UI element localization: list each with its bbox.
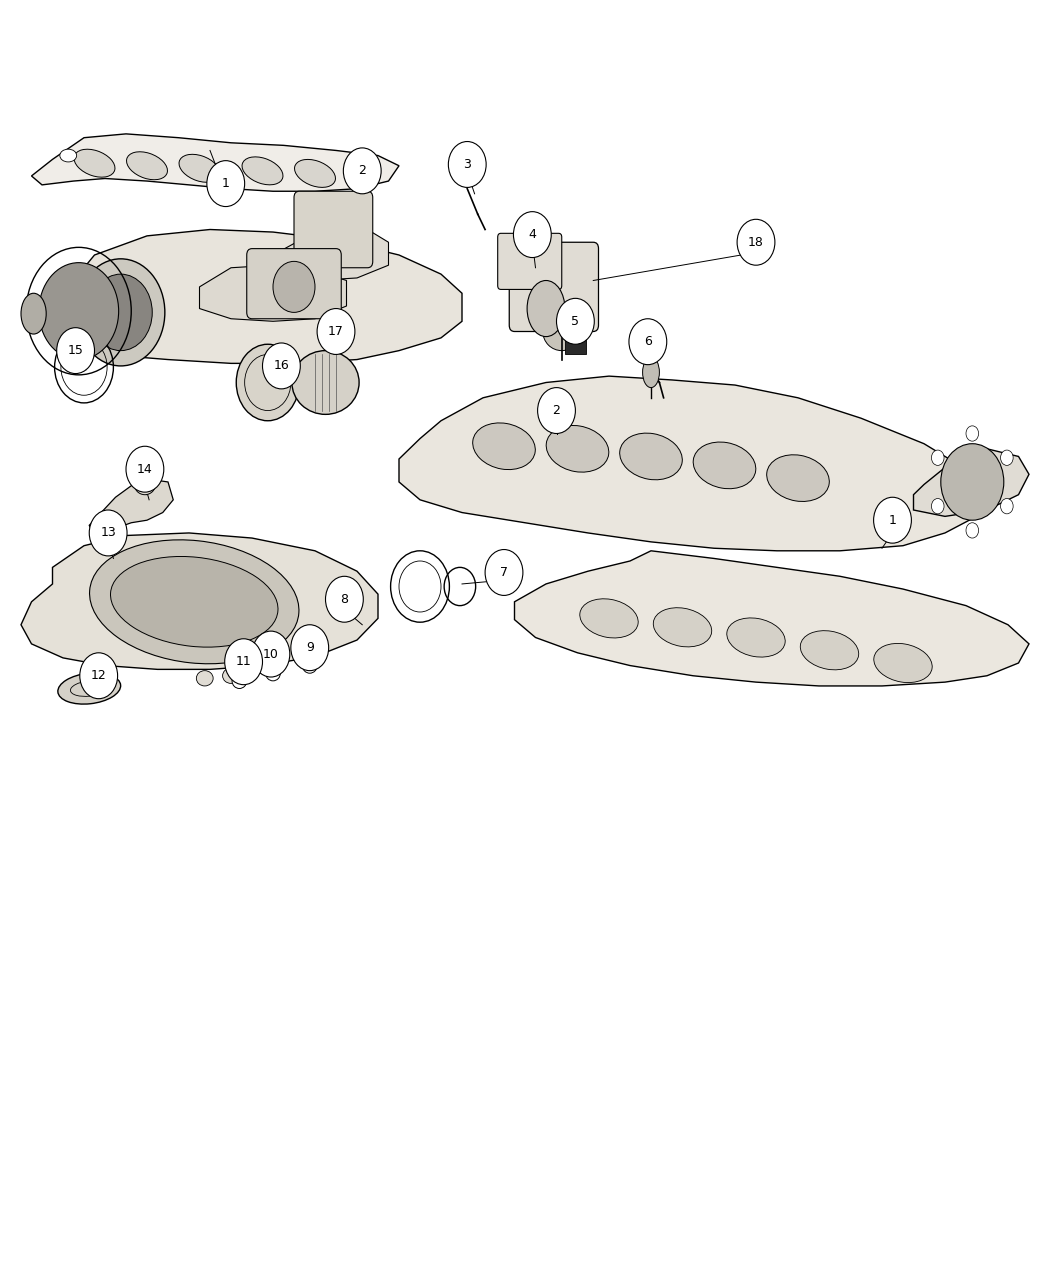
Text: 18: 18 xyxy=(748,236,764,249)
Ellipse shape xyxy=(966,523,979,538)
Circle shape xyxy=(485,550,523,595)
Circle shape xyxy=(207,161,245,207)
Ellipse shape xyxy=(75,149,114,177)
Ellipse shape xyxy=(21,293,46,334)
Ellipse shape xyxy=(236,344,299,421)
Text: 13: 13 xyxy=(100,527,116,539)
Ellipse shape xyxy=(693,442,756,488)
Circle shape xyxy=(737,219,775,265)
Ellipse shape xyxy=(1001,499,1013,514)
FancyBboxPatch shape xyxy=(294,191,373,268)
Text: 1: 1 xyxy=(888,514,897,527)
Ellipse shape xyxy=(302,658,317,673)
Ellipse shape xyxy=(931,450,944,465)
Ellipse shape xyxy=(295,159,335,187)
Ellipse shape xyxy=(232,673,247,689)
Polygon shape xyxy=(89,478,173,538)
FancyBboxPatch shape xyxy=(498,233,562,289)
Circle shape xyxy=(448,142,486,187)
Ellipse shape xyxy=(60,149,77,162)
Ellipse shape xyxy=(931,499,944,514)
Ellipse shape xyxy=(580,599,638,638)
Ellipse shape xyxy=(527,280,565,337)
Ellipse shape xyxy=(266,666,280,681)
Ellipse shape xyxy=(89,274,152,351)
Ellipse shape xyxy=(243,157,282,185)
Polygon shape xyxy=(32,134,399,191)
Ellipse shape xyxy=(472,423,536,469)
Circle shape xyxy=(538,388,575,434)
Circle shape xyxy=(89,510,127,556)
Text: 2: 2 xyxy=(552,404,561,417)
Polygon shape xyxy=(200,265,346,321)
Ellipse shape xyxy=(89,539,299,664)
Circle shape xyxy=(317,309,355,354)
Ellipse shape xyxy=(39,263,119,360)
Polygon shape xyxy=(514,551,1029,686)
Ellipse shape xyxy=(766,455,830,501)
Circle shape xyxy=(343,148,381,194)
Circle shape xyxy=(556,298,594,344)
Ellipse shape xyxy=(196,671,213,686)
FancyBboxPatch shape xyxy=(509,242,598,332)
Ellipse shape xyxy=(643,357,659,388)
Text: 1: 1 xyxy=(222,177,230,190)
Ellipse shape xyxy=(966,426,979,441)
Circle shape xyxy=(262,343,300,389)
Ellipse shape xyxy=(252,658,269,673)
Text: 6: 6 xyxy=(644,335,652,348)
Ellipse shape xyxy=(127,152,167,180)
Text: 7: 7 xyxy=(500,566,508,579)
Text: 2: 2 xyxy=(358,164,366,177)
Circle shape xyxy=(629,319,667,365)
Circle shape xyxy=(874,497,911,543)
Circle shape xyxy=(57,328,94,374)
Ellipse shape xyxy=(874,644,932,682)
Ellipse shape xyxy=(134,474,155,495)
Circle shape xyxy=(291,625,329,671)
Text: 3: 3 xyxy=(463,158,471,171)
Ellipse shape xyxy=(620,434,682,479)
Text: 9: 9 xyxy=(306,641,314,654)
Circle shape xyxy=(326,576,363,622)
Text: 12: 12 xyxy=(91,669,107,682)
Ellipse shape xyxy=(1001,450,1013,465)
Polygon shape xyxy=(21,533,378,669)
Ellipse shape xyxy=(546,426,609,472)
Circle shape xyxy=(225,639,262,685)
Circle shape xyxy=(80,653,118,699)
Text: 14: 14 xyxy=(136,463,153,476)
Polygon shape xyxy=(914,449,1029,516)
Ellipse shape xyxy=(543,312,581,351)
Polygon shape xyxy=(52,230,462,363)
Circle shape xyxy=(252,631,290,677)
Ellipse shape xyxy=(110,556,278,648)
Text: 11: 11 xyxy=(236,655,252,668)
Text: 16: 16 xyxy=(273,360,290,372)
Ellipse shape xyxy=(941,444,1004,520)
Ellipse shape xyxy=(58,673,121,704)
Polygon shape xyxy=(399,376,987,551)
Ellipse shape xyxy=(273,261,315,312)
Ellipse shape xyxy=(727,618,785,657)
FancyBboxPatch shape xyxy=(247,249,341,319)
Ellipse shape xyxy=(292,351,359,414)
Ellipse shape xyxy=(223,668,239,683)
Text: 8: 8 xyxy=(340,593,349,606)
Ellipse shape xyxy=(653,608,712,646)
Bar xyxy=(565,335,586,354)
Text: 15: 15 xyxy=(67,344,84,357)
Ellipse shape xyxy=(77,259,165,366)
Circle shape xyxy=(513,212,551,258)
Circle shape xyxy=(126,446,164,492)
Polygon shape xyxy=(262,230,388,280)
Text: 5: 5 xyxy=(571,315,580,328)
Text: 10: 10 xyxy=(262,648,279,660)
Ellipse shape xyxy=(800,631,859,669)
Ellipse shape xyxy=(180,154,219,182)
Ellipse shape xyxy=(349,170,365,182)
Text: 17: 17 xyxy=(328,325,344,338)
Text: 4: 4 xyxy=(528,228,537,241)
